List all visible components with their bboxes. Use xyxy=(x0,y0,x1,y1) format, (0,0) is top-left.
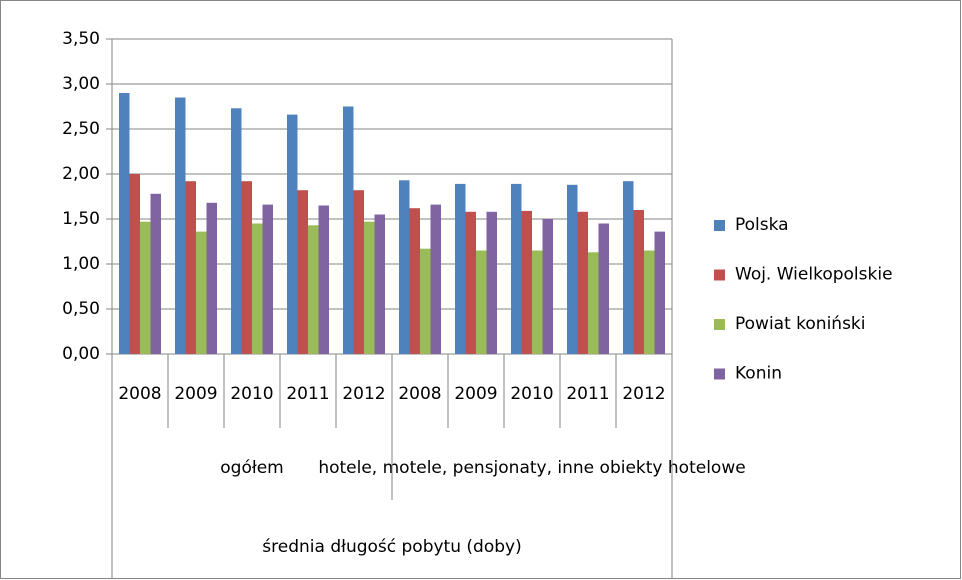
bar xyxy=(521,210,532,354)
bar xyxy=(511,183,522,354)
legend-swatch xyxy=(714,368,725,380)
y-tick-label: 2,50 xyxy=(62,119,100,139)
y-tick-label: 0,00 xyxy=(62,344,100,364)
bar xyxy=(308,225,319,354)
x-tick-label: 2009 xyxy=(174,384,217,404)
bar xyxy=(175,97,186,354)
y-tick-label: 2,00 xyxy=(62,164,100,184)
bar xyxy=(206,202,217,354)
bar xyxy=(185,181,196,354)
bar xyxy=(297,190,308,354)
x-tick-label: 2012 xyxy=(622,384,665,404)
bar xyxy=(140,221,151,354)
legend-swatch xyxy=(714,220,725,231)
bar xyxy=(633,210,644,354)
bar xyxy=(588,252,599,354)
bar xyxy=(654,231,665,354)
bar xyxy=(150,193,161,354)
bar xyxy=(542,219,553,354)
x-tick-label: 2010 xyxy=(510,384,553,404)
bar xyxy=(241,181,252,354)
bar xyxy=(287,114,298,354)
legend-swatch xyxy=(714,269,725,281)
bar xyxy=(262,204,273,354)
bar xyxy=(374,214,385,354)
bar xyxy=(119,93,130,354)
x-tick-label: 2009 xyxy=(454,384,497,404)
x-tick-label: 2012 xyxy=(342,384,385,404)
y-tick-label: 3,00 xyxy=(62,74,100,94)
bar xyxy=(409,208,420,354)
bar xyxy=(231,108,242,354)
legend-label: Polska xyxy=(735,215,789,235)
bar xyxy=(623,181,634,354)
legend-label: Konin xyxy=(735,364,782,384)
bar xyxy=(343,106,354,354)
y-tick-label: 0,50 xyxy=(62,299,100,319)
bar xyxy=(644,250,655,354)
bar xyxy=(318,205,329,354)
bar xyxy=(532,250,543,354)
bar xyxy=(196,231,207,354)
bar xyxy=(252,223,263,354)
bar xyxy=(129,174,140,354)
legend-label: Woj. Wielkopolskie xyxy=(735,265,893,285)
x-tick-label: 2010 xyxy=(230,384,273,404)
bar xyxy=(430,204,441,354)
x-tick-label: 2008 xyxy=(398,384,441,404)
bar xyxy=(364,221,375,354)
bar xyxy=(567,184,578,354)
legend-label: Powiat koniński xyxy=(735,314,866,334)
group-label: ogółem xyxy=(220,458,283,478)
bar xyxy=(420,248,431,354)
supergroup-label: średnia długość pobytu (doby) xyxy=(262,537,521,557)
x-tick-label: 2011 xyxy=(286,384,329,404)
bar xyxy=(465,211,476,354)
y-tick-label: 1,00 xyxy=(62,254,100,274)
y-tick-label: 1,50 xyxy=(62,209,100,229)
x-tick-label: 2008 xyxy=(118,384,161,404)
bar xyxy=(598,223,609,354)
bar xyxy=(476,250,487,354)
bar xyxy=(455,183,466,354)
legend-swatch xyxy=(714,319,725,330)
x-tick-label: 2011 xyxy=(566,384,609,404)
bar xyxy=(486,211,497,354)
y-tick-label: 3,50 xyxy=(62,29,100,49)
group-label: hotele, motele, pensjonaty, inne obiekty… xyxy=(318,458,745,478)
bar xyxy=(577,211,588,354)
bar xyxy=(399,180,410,354)
bar xyxy=(353,190,364,354)
